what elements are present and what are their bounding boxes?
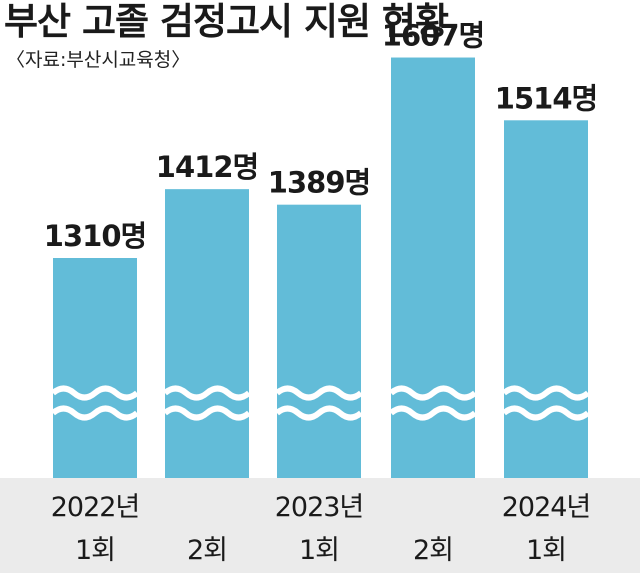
value-label: 1389명	[268, 166, 370, 200]
axis-break-wave	[389, 385, 477, 401]
category-label: 2023년	[275, 492, 364, 523]
value-label: 1607명	[382, 19, 484, 53]
axis-break-wave	[502, 385, 590, 401]
bar	[165, 189, 249, 478]
category-label: 1회	[75, 535, 115, 566]
chart-title: 부산 고졸 검정고시 지원 현황	[4, 0, 449, 43]
bar	[504, 120, 588, 479]
value-label: 1310명	[44, 219, 146, 253]
bar	[53, 258, 137, 478]
category-label: 1회	[526, 535, 566, 566]
source-note: 〈자료:부산시교육청〉	[6, 49, 191, 71]
axis-break-wave	[163, 405, 251, 421]
value-label: 1514명	[495, 81, 597, 115]
axis-break-wave	[502, 405, 590, 421]
category-label: 2회	[413, 535, 453, 566]
axis-break-wave	[275, 385, 363, 401]
axis-break-wave	[275, 405, 363, 421]
axis-break-wave	[163, 385, 251, 401]
category-label: 1회	[299, 535, 339, 566]
value-label: 1412명	[156, 150, 258, 184]
axis-break-wave	[51, 405, 139, 421]
category-label: 2022년	[51, 492, 140, 523]
category-label: 2회	[187, 535, 227, 566]
axis-break-wave	[389, 405, 477, 421]
category-label: 2024년	[502, 492, 591, 523]
axis-break-wave	[51, 385, 139, 401]
bar	[277, 204, 361, 479]
axis-band	[0, 478, 640, 573]
